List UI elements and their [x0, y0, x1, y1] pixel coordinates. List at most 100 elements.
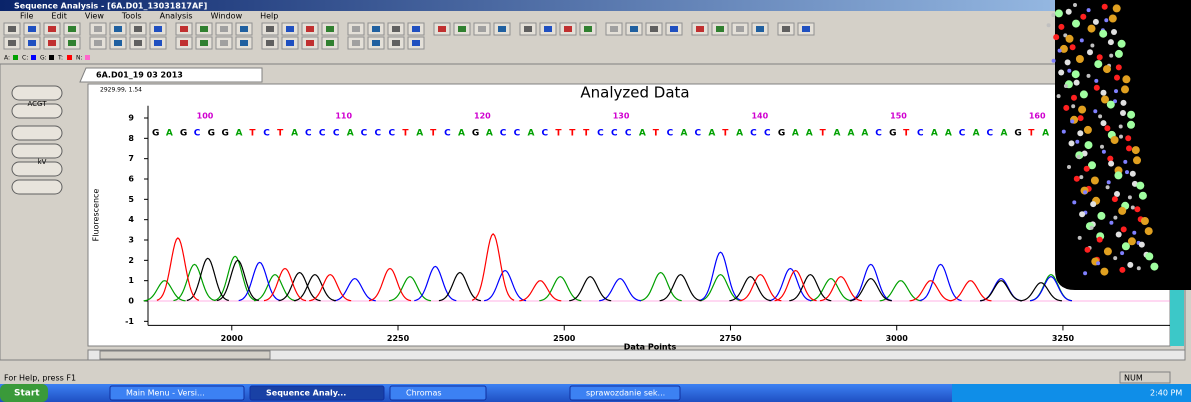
atom — [1046, 23, 1051, 28]
toolbar-icon — [28, 26, 36, 32]
atom — [1093, 109, 1098, 114]
atom — [1118, 124, 1123, 129]
base-call: C — [694, 129, 701, 139]
atom — [1089, 225, 1094, 230]
base-call: C — [305, 129, 312, 139]
atom — [1057, 48, 1062, 53]
toolbar-icon — [458, 26, 466, 32]
atom — [1063, 104, 1070, 111]
atom — [1138, 241, 1145, 248]
trace-peak — [659, 273, 702, 302]
atom — [1106, 180, 1111, 185]
dna-image — [1046, 0, 1191, 290]
atom — [1097, 211, 1106, 220]
trace-peak — [156, 237, 200, 301]
menu-item[interactable]: Analysis — [160, 12, 193, 21]
side-button[interactable] — [11, 143, 63, 159]
atom — [1136, 266, 1141, 271]
toolbar-icon — [392, 40, 400, 46]
side-button[interactable] — [11, 103, 63, 119]
menu-item[interactable]: Window — [211, 12, 243, 21]
toolbar-icon — [68, 40, 76, 46]
toolbar-icon — [438, 26, 446, 32]
atom — [1114, 191, 1120, 197]
atom — [1115, 64, 1122, 71]
atom — [1109, 220, 1114, 225]
base-call: T — [569, 129, 576, 139]
atom — [1133, 156, 1141, 165]
toolbar-icon — [670, 26, 678, 32]
atom — [1101, 149, 1106, 154]
scrollbar[interactable] — [87, 349, 1186, 361]
x-tick-label: 2500 — [553, 334, 576, 343]
base-number: 130 — [613, 112, 630, 121]
atom — [1079, 38, 1084, 43]
base-call: A — [945, 129, 952, 139]
side-button-label[interactable]: kV — [38, 158, 47, 166]
base-call: A — [291, 129, 298, 139]
atom — [1120, 226, 1127, 233]
atom — [1127, 110, 1136, 119]
trace-peak — [293, 273, 336, 302]
task-label[interactable]: Main Menu - Versi... — [126, 389, 205, 398]
tab[interactable] — [79, 67, 263, 83]
x-tick-label: 2000 — [221, 334, 244, 343]
task-button[interactable] — [569, 385, 681, 401]
toolbar-icon — [154, 40, 162, 46]
scroll-thumb[interactable] — [99, 350, 271, 360]
start-button[interactable] — [0, 384, 48, 402]
atom — [1054, 9, 1063, 18]
base-number: 120 — [474, 112, 491, 121]
task-button[interactable] — [389, 385, 487, 401]
side-button[interactable] — [11, 125, 63, 141]
atom — [1087, 49, 1093, 56]
base-call: T — [555, 129, 562, 139]
trace-peak — [253, 273, 297, 302]
toolbar-icon — [114, 26, 122, 32]
atom — [1051, 58, 1056, 63]
side-button-label[interactable]: ACGT — [27, 100, 47, 108]
toolbar-icon — [94, 26, 102, 32]
trace-peak — [909, 280, 952, 302]
base-call: G — [222, 129, 229, 139]
task-button[interactable] — [249, 385, 385, 401]
y-tick-label: 9 — [128, 114, 134, 123]
side-button[interactable] — [11, 161, 63, 177]
atom — [1110, 136, 1119, 144]
menu-item[interactable]: File — [20, 12, 33, 21]
atom — [1096, 261, 1101, 266]
trace-peak — [919, 263, 962, 302]
toolbar-icon — [372, 40, 380, 46]
toolbar-icon — [306, 40, 314, 46]
base-call: A — [235, 129, 242, 139]
task-label[interactable]: Sequence Analy... — [266, 389, 346, 398]
toolbar-icon — [286, 40, 294, 46]
trace-peak — [980, 280, 1023, 302]
task-label[interactable]: sprawozdanie sek... — [586, 389, 665, 398]
trace-peak — [849, 277, 892, 302]
menu-item[interactable]: Help — [260, 12, 278, 21]
side-button[interactable] — [11, 179, 63, 195]
y-tick-label: 2 — [128, 256, 134, 265]
atom — [1140, 217, 1149, 225]
atom — [1100, 120, 1107, 127]
atom — [1130, 205, 1135, 210]
base-call: A — [528, 129, 535, 139]
toolbar-icon — [802, 26, 810, 32]
menu-item[interactable]: Edit — [51, 12, 67, 21]
start-label[interactable]: Start — [14, 389, 40, 399]
tab-label[interactable]: 6A.D01_19 03 2013 — [96, 71, 183, 80]
side-button[interactable] — [11, 85, 63, 101]
atom — [1090, 201, 1097, 208]
menu-item[interactable]: View — [85, 12, 104, 21]
toolbar-icon — [352, 40, 360, 46]
base-call: G — [778, 129, 785, 139]
task-label[interactable]: Chromas — [406, 389, 442, 398]
menu-item[interactable]: Tools — [121, 12, 142, 21]
atom — [1115, 231, 1122, 238]
chart-title: Analyzed Data — [580, 84, 689, 102]
atom — [1129, 170, 1136, 177]
y-tick-label: -1 — [125, 317, 134, 326]
y-tick-label: 1 — [128, 276, 134, 285]
task-button[interactable] — [109, 385, 245, 401]
